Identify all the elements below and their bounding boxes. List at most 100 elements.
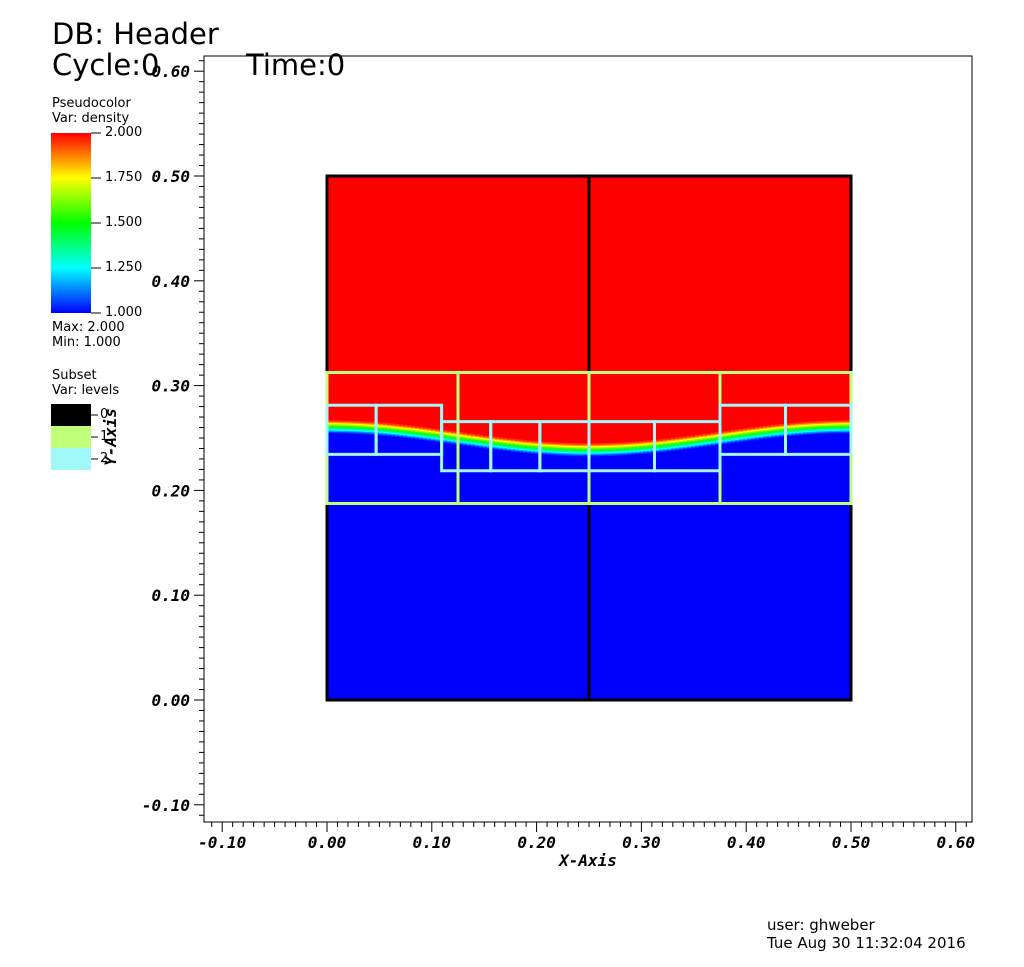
field-cell	[451, 442, 456, 444]
field-cell	[527, 440, 532, 443]
field-cell	[415, 435, 420, 437]
field-cell	[703, 442, 708, 445]
field-cell	[527, 445, 532, 448]
field-cell	[331, 420, 336, 422]
field-cell	[715, 435, 720, 438]
field-cell	[703, 176, 708, 441]
field-cell	[523, 441, 528, 443]
field-cell	[343, 425, 348, 428]
field-cell	[367, 422, 372, 425]
field-cell	[399, 433, 404, 435]
axes: -0.10 0.00 0.10 0.20 0.30 0.40 0.50 0.60-0.100.…	[91, 55, 975, 870]
field-cell	[631, 441, 636, 444]
field-cell	[787, 432, 792, 434]
field-cell	[551, 453, 556, 456]
field-cell	[463, 437, 468, 440]
field-cell	[427, 431, 432, 434]
field-cell	[751, 438, 756, 441]
field-cell	[811, 425, 816, 427]
field-cell	[463, 442, 468, 445]
field-cell	[815, 423, 820, 426]
field-cell	[639, 446, 644, 448]
field-cell	[347, 421, 352, 424]
field-cell	[467, 438, 472, 440]
field-cell	[831, 422, 836, 425]
field-cell	[531, 441, 536, 444]
field-cell	[811, 427, 816, 700]
field-cell	[767, 425, 772, 427]
field-cell	[835, 427, 840, 430]
pseudocolor-colorbar	[51, 133, 91, 313]
field-cell	[551, 450, 556, 453]
field-cell	[675, 443, 680, 700]
field-cell	[583, 444, 588, 447]
field-cell	[419, 429, 424, 431]
field-cell	[475, 435, 480, 438]
field-cell	[619, 442, 624, 445]
field-cell	[799, 429, 804, 432]
field-cell	[655, 448, 660, 451]
field-cell	[651, 446, 656, 700]
field-cell	[823, 429, 828, 432]
field-cell	[511, 440, 516, 442]
field-cell	[519, 445, 524, 448]
field-cell	[711, 443, 716, 446]
field-cell	[827, 428, 832, 430]
field-cell	[635, 176, 640, 448]
field-cell	[347, 431, 352, 434]
field-cell	[735, 434, 740, 437]
field-cell	[551, 448, 556, 451]
field-cell	[595, 176, 600, 450]
field-cell	[667, 449, 672, 452]
field-cell	[503, 444, 508, 700]
field-cell	[807, 431, 812, 434]
field-cell	[535, 443, 540, 446]
field-cell	[799, 432, 804, 434]
field-cell	[675, 438, 680, 441]
field-cell	[395, 429, 400, 431]
field-cell	[791, 176, 796, 430]
field-cell	[759, 436, 764, 438]
field-cell	[703, 440, 708, 700]
field-cell	[555, 447, 560, 450]
field-cell	[379, 423, 384, 426]
field-cell	[543, 451, 548, 454]
field-cell	[543, 444, 548, 446]
field-cell	[839, 176, 844, 427]
field-cell	[443, 436, 448, 438]
field-cell	[563, 445, 568, 447]
field-cell	[391, 426, 396, 428]
field-cell	[407, 426, 412, 429]
field-cell	[387, 176, 392, 430]
field-cell	[635, 447, 640, 450]
field-cell	[515, 442, 520, 445]
field-cell	[379, 422, 384, 425]
field-cell	[627, 441, 632, 444]
field-cell	[435, 432, 440, 435]
field-cell	[775, 431, 780, 434]
field-cell	[607, 449, 612, 700]
field-cell	[507, 447, 512, 449]
field-cell	[727, 436, 732, 700]
field-cell	[747, 434, 752, 436]
field-cell	[827, 426, 832, 429]
field-cell	[427, 432, 432, 435]
field-cell	[567, 447, 572, 450]
field-cell	[767, 430, 772, 433]
field-cell	[775, 176, 780, 431]
field-cell	[459, 442, 464, 444]
field-cell	[595, 445, 600, 448]
field-cell	[763, 176, 768, 433]
field-cell	[695, 443, 700, 446]
field-cell	[407, 435, 412, 438]
field-cell	[767, 432, 772, 435]
field-cell	[771, 428, 776, 431]
field-cell	[507, 449, 512, 452]
field-cell	[839, 421, 844, 424]
field-cell	[447, 436, 452, 439]
field-cell	[683, 438, 688, 441]
field-cell	[547, 444, 552, 447]
field-cell	[739, 435, 744, 700]
field-cell	[427, 430, 432, 432]
field-cell	[803, 424, 808, 427]
